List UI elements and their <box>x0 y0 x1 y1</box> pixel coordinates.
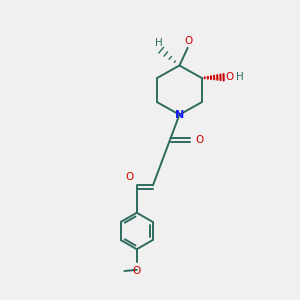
Text: H: H <box>236 72 244 82</box>
Text: O: O <box>133 266 141 276</box>
Text: H: H <box>155 38 163 48</box>
Text: O: O <box>225 72 233 82</box>
Text: N: N <box>175 110 184 120</box>
Text: O: O <box>184 36 193 46</box>
Text: O: O <box>125 172 134 182</box>
Text: O: O <box>195 135 204 145</box>
